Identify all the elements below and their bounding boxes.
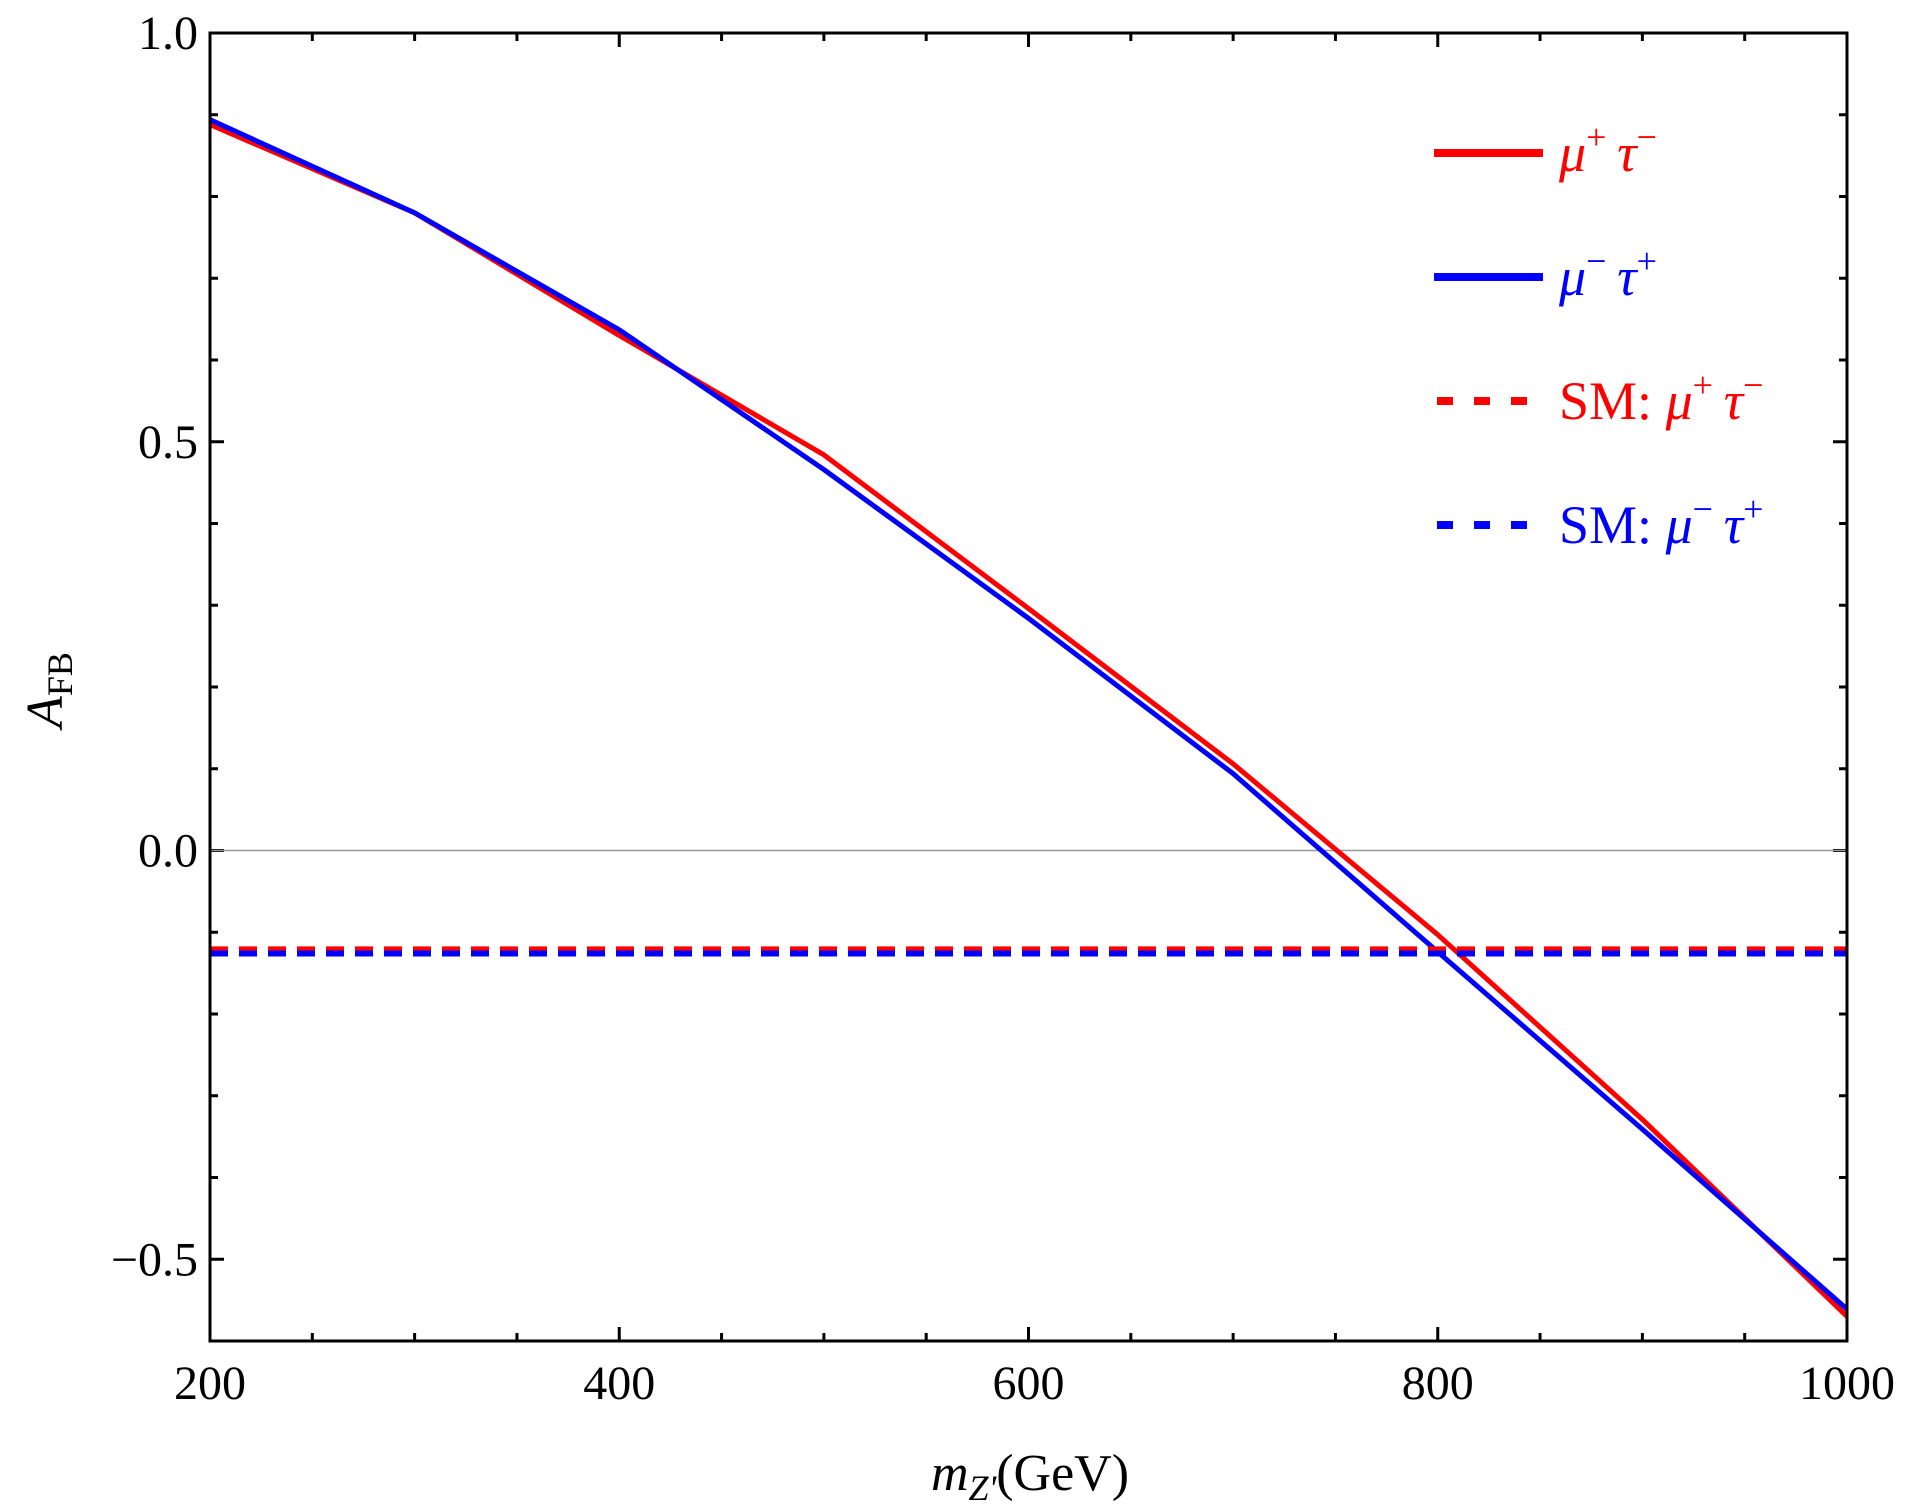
y-tick-label: 0.0 bbox=[138, 825, 198, 878]
y-axis-label-main: A bbox=[17, 696, 74, 731]
legend-particle: τ bbox=[1713, 495, 1745, 555]
legend-particle: τ bbox=[1606, 247, 1638, 307]
x-axis-label: mZ'(GeV) bbox=[931, 1445, 1129, 1506]
legend-prefix: SM: bbox=[1559, 495, 1666, 555]
legend-charge: + bbox=[1693, 365, 1713, 405]
x-tick-label: 400 bbox=[583, 1357, 655, 1410]
legend-charge: − bbox=[1743, 365, 1763, 405]
legend-charge: + bbox=[1586, 117, 1606, 157]
y-tick-label: 1.0 bbox=[138, 7, 198, 60]
y-tick-label: 0.5 bbox=[138, 416, 198, 469]
tick-labels: 200 400 600 800 1000 −0.5 0.0 0.5 1.0 bbox=[111, 7, 1895, 1410]
x-axis-label-unit: (GeV) bbox=[996, 1445, 1129, 1502]
x-tick-label: 800 bbox=[1402, 1357, 1474, 1410]
legend-charge: − bbox=[1637, 117, 1657, 157]
legend-particle: τ bbox=[1606, 123, 1638, 183]
legend-label: μ+ τ− bbox=[1558, 117, 1657, 183]
series-line bbox=[209, 122, 1849, 1319]
legend-particle: μ bbox=[1558, 123, 1586, 183]
x-tick-label: 600 bbox=[993, 1357, 1065, 1410]
x-tick-label: 1000 bbox=[1799, 1357, 1895, 1410]
legend-charge: + bbox=[1743, 489, 1763, 529]
series-lines bbox=[208, 117, 1849, 1319]
plot-frame bbox=[208, 31, 1849, 1343]
legend-label: SM: μ+ τ− bbox=[1559, 365, 1763, 431]
y-axis-label-sub: FB bbox=[40, 652, 80, 696]
legend-charge: + bbox=[1637, 241, 1657, 281]
axis-ticks bbox=[208, 31, 1849, 1341]
legend-prefix: SM: bbox=[1559, 371, 1666, 431]
x-axis-label-sub: Z' bbox=[969, 1468, 998, 1506]
legend-particle: μ bbox=[1665, 371, 1693, 431]
legend-charge: − bbox=[1693, 489, 1713, 529]
legend-label: SM: μ− τ+ bbox=[1559, 489, 1763, 555]
legend-charge: − bbox=[1586, 241, 1606, 281]
legend-particle: μ bbox=[1558, 247, 1586, 307]
legend-particle: τ bbox=[1713, 371, 1745, 431]
y-tick-label: −0.5 bbox=[111, 1233, 198, 1286]
x-axis-label-main: m bbox=[931, 1445, 969, 1502]
series-line bbox=[208, 117, 1849, 1311]
y-axis-label: AFB bbox=[17, 652, 80, 731]
x-tick-label: 200 bbox=[174, 1357, 246, 1410]
legend-particle: μ bbox=[1665, 495, 1693, 555]
legend-label: μ− τ+ bbox=[1558, 241, 1657, 307]
legend: μ+ τ−μ− τ+SM: μ+ τ−SM: μ− τ+ bbox=[1434, 117, 1763, 555]
